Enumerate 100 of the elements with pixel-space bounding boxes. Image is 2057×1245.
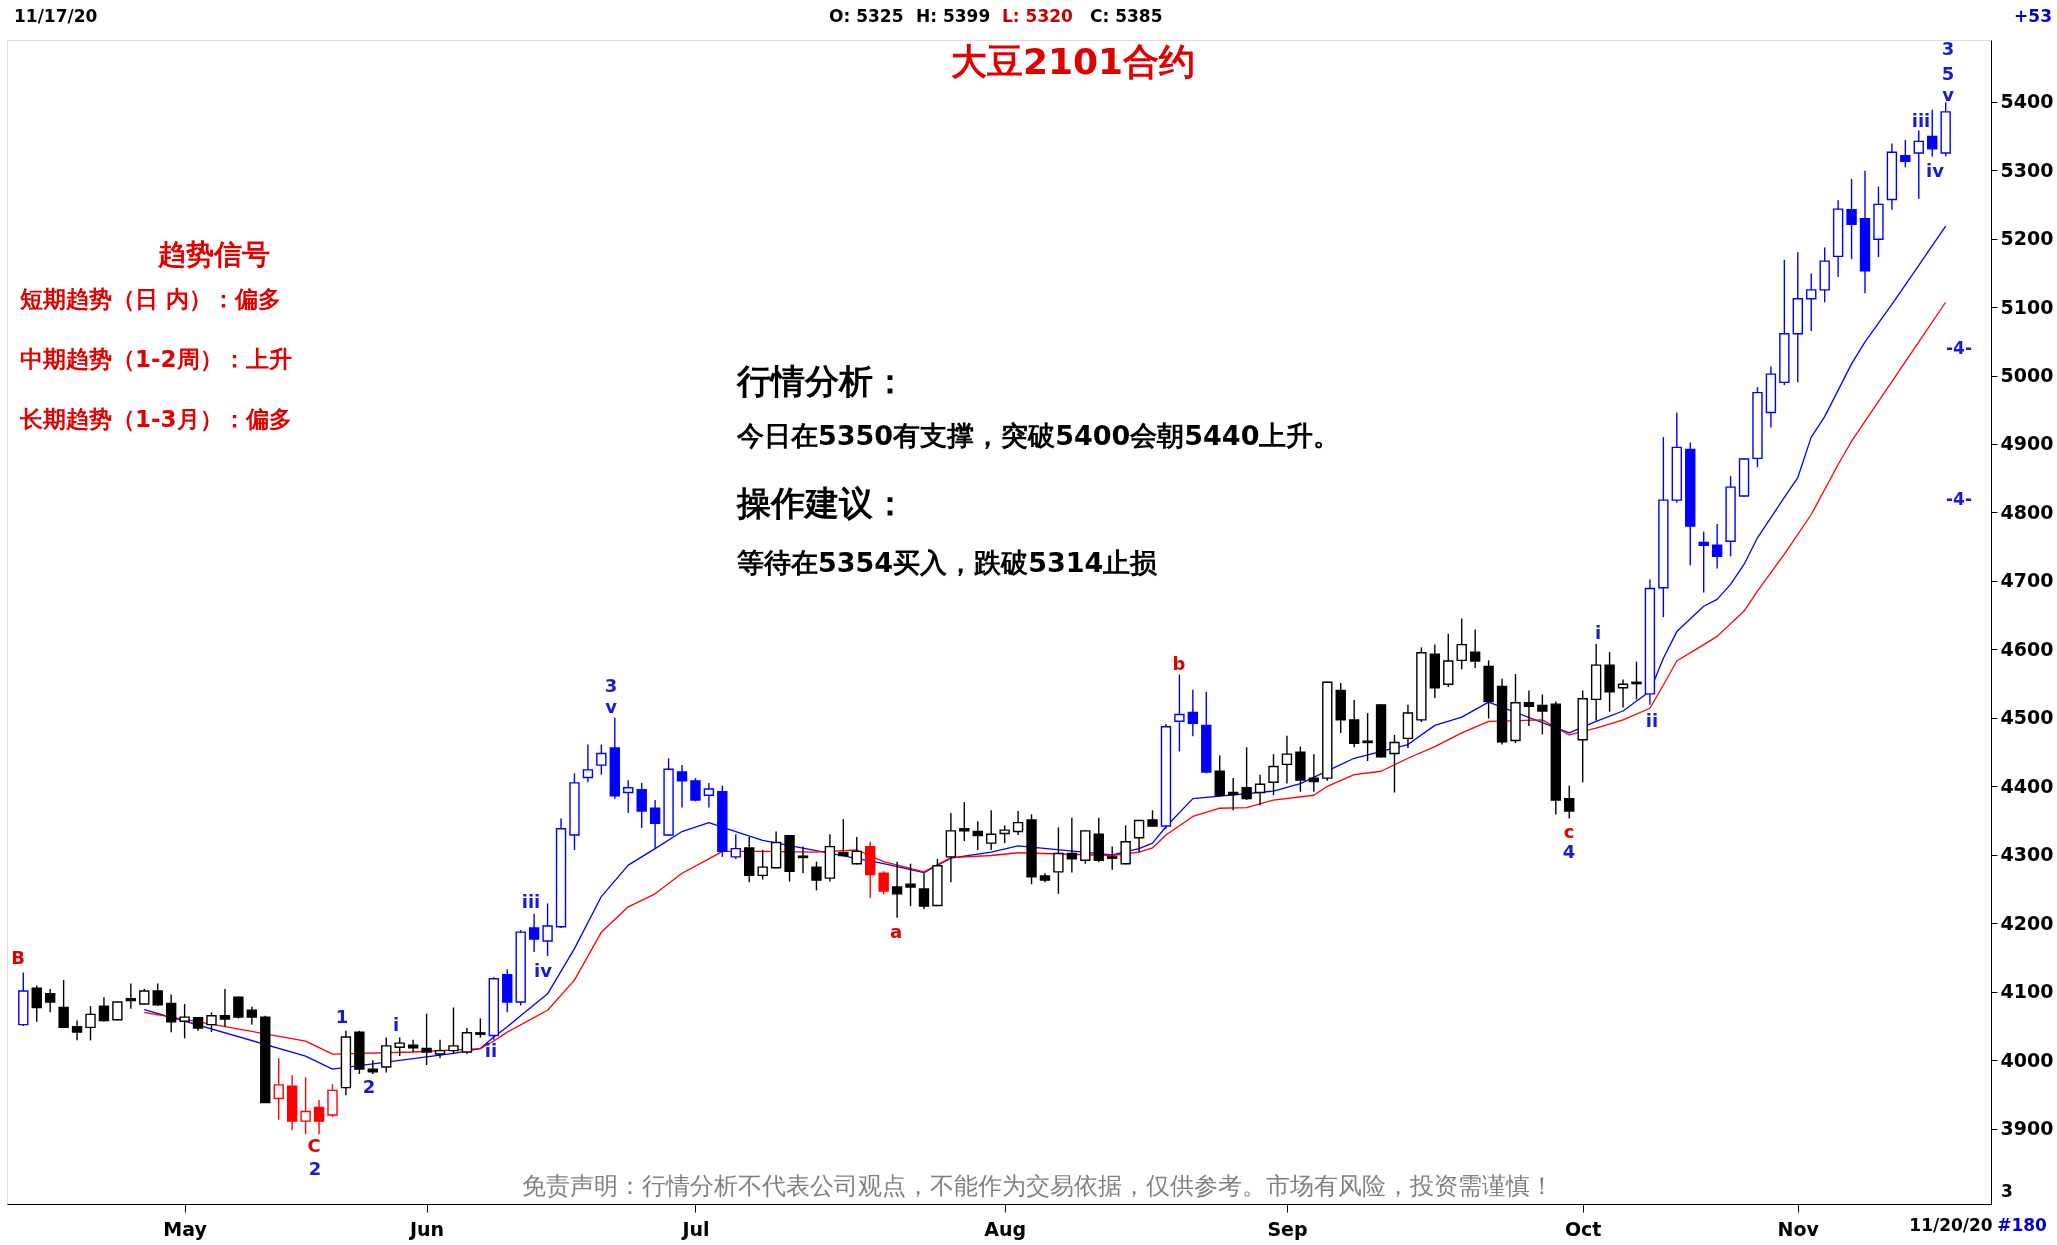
annotation: a	[889, 921, 903, 942]
candlestick	[98, 996, 110, 1023]
annotation: 5	[1941, 63, 1955, 84]
y-tick-label: 4600	[2000, 637, 2054, 660]
candlestick	[878, 870, 889, 896]
candlestick	[757, 849, 768, 881]
y-tick-label: 4900	[2000, 432, 2054, 455]
candlestick	[636, 782, 647, 829]
annotation: iii	[1911, 110, 1931, 131]
y-tick-label: 5100	[2000, 295, 2054, 318]
y-tick-label: 5400	[2000, 90, 2054, 113]
candlestick	[1469, 628, 1481, 669]
annotation: v	[1942, 84, 1955, 105]
x-tick-label: May	[163, 1217, 208, 1240]
y-tick-label: 4300	[2000, 843, 2054, 866]
x-tick-label: Nov	[1777, 1217, 1820, 1240]
candlestick	[986, 809, 997, 851]
candlestick	[300, 1076, 311, 1135]
candlestick	[434, 1038, 446, 1059]
annotation: 长期趋势（1-3月）：偏多	[19, 406, 292, 432]
candlestick	[1120, 824, 1131, 866]
candlestick	[1348, 699, 1360, 748]
annotation: v	[605, 696, 618, 717]
candlestick	[85, 1005, 96, 1042]
y-tick-label: 4800	[2000, 500, 2054, 523]
candlestick	[676, 764, 688, 809]
annotation: iv	[1926, 160, 1945, 181]
annotation: 2	[362, 1076, 376, 1097]
candlestick	[1927, 109, 1938, 158]
candlestick	[1456, 617, 1467, 670]
candlestick	[1846, 178, 1857, 260]
y-tick-label: 4200	[2000, 911, 2054, 934]
annotation: 行情分析：	[736, 361, 907, 401]
candlestick	[165, 993, 177, 1033]
candlestick	[1214, 754, 1225, 798]
candlestick	[1174, 674, 1185, 753]
x-tick-label: Sep	[1267, 1217, 1308, 1240]
candlestick	[71, 1019, 83, 1042]
candlestick	[1537, 693, 1548, 735]
annotation: 短期趋势（日 内）：偏多	[19, 286, 282, 312]
annotation: 等待在5354买入，跌破5314止损	[736, 547, 1159, 578]
candlestick	[313, 1099, 325, 1135]
annotation: 3	[1941, 38, 1955, 59]
y-tick-label: 4500	[2000, 706, 2054, 729]
candlestick	[703, 782, 715, 809]
candlestick	[381, 1036, 392, 1074]
candlestick	[206, 1011, 217, 1033]
annotation: B	[11, 947, 25, 968]
candlestick	[179, 1003, 190, 1039]
y-tick-label: 4000	[2000, 1048, 2054, 1071]
candlestick	[797, 845, 809, 874]
candlestick	[1711, 523, 1723, 570]
candlestick	[1900, 139, 1911, 169]
candlestick	[273, 1057, 284, 1121]
candlestick	[905, 863, 916, 907]
annotation: 趋势信号	[157, 238, 270, 271]
text: 11/20/20	[1909, 1215, 1993, 1235]
annotation: C	[307, 1135, 321, 1156]
annotation: -4-	[1946, 489, 1972, 509]
annotation: iv	[534, 960, 553, 981]
candlestick	[1268, 753, 1279, 796]
y-tick-label: 4400	[2000, 774, 2054, 797]
candlestick	[1254, 773, 1266, 807]
annotation: ii	[1645, 710, 1659, 731]
candlestick	[730, 833, 741, 860]
candlestick	[851, 836, 862, 866]
annotation: 中期趋势（1-2周）：上升	[20, 346, 292, 372]
candlestick	[152, 982, 163, 1007]
candlestick	[596, 743, 607, 776]
y-tick-label: 5300	[2000, 158, 2054, 181]
annotation: c	[1563, 821, 1575, 842]
annotation: 3	[604, 675, 618, 696]
candlestick	[58, 979, 69, 1029]
candlestick	[918, 872, 930, 910]
candlestick	[1308, 753, 1320, 793]
candlestick	[811, 860, 822, 892]
annotation: 4	[1562, 841, 1576, 862]
text: L: 5320	[1002, 6, 1074, 26]
candlestick	[1281, 734, 1293, 785]
text: C: 5385	[1090, 6, 1163, 26]
text: O: 5325	[829, 6, 904, 26]
annotation: -4-	[1946, 338, 1972, 358]
y-tick-label: 4100	[2000, 980, 2054, 1003]
candlestick	[1443, 632, 1454, 688]
candlestick	[1806, 272, 1817, 332]
candlestick	[367, 1059, 379, 1075]
annotation: 免责声明：行情分析不代表公司观点，不能作为交易依据，仅供参考。市场有风险，投资需谨慎！	[522, 1172, 1554, 1200]
annotation: b	[1172, 653, 1186, 674]
candlestick	[1066, 817, 1078, 874]
candlestick	[1241, 746, 1252, 801]
x-tick-label: Jul	[680, 1217, 710, 1240]
x-tick-label: Oct	[1564, 1217, 1602, 1240]
candlestick	[112, 1001, 123, 1022]
candlestick	[891, 860, 903, 919]
candlestick	[838, 818, 849, 857]
annotation: 今日在5350有支撑，突破5400会朝5440上升。	[736, 420, 1341, 451]
candlestick	[1133, 819, 1145, 853]
y-tick-label: 4700	[2000, 569, 2054, 592]
candlestick	[461, 1027, 473, 1055]
annotation: iii	[521, 891, 541, 912]
